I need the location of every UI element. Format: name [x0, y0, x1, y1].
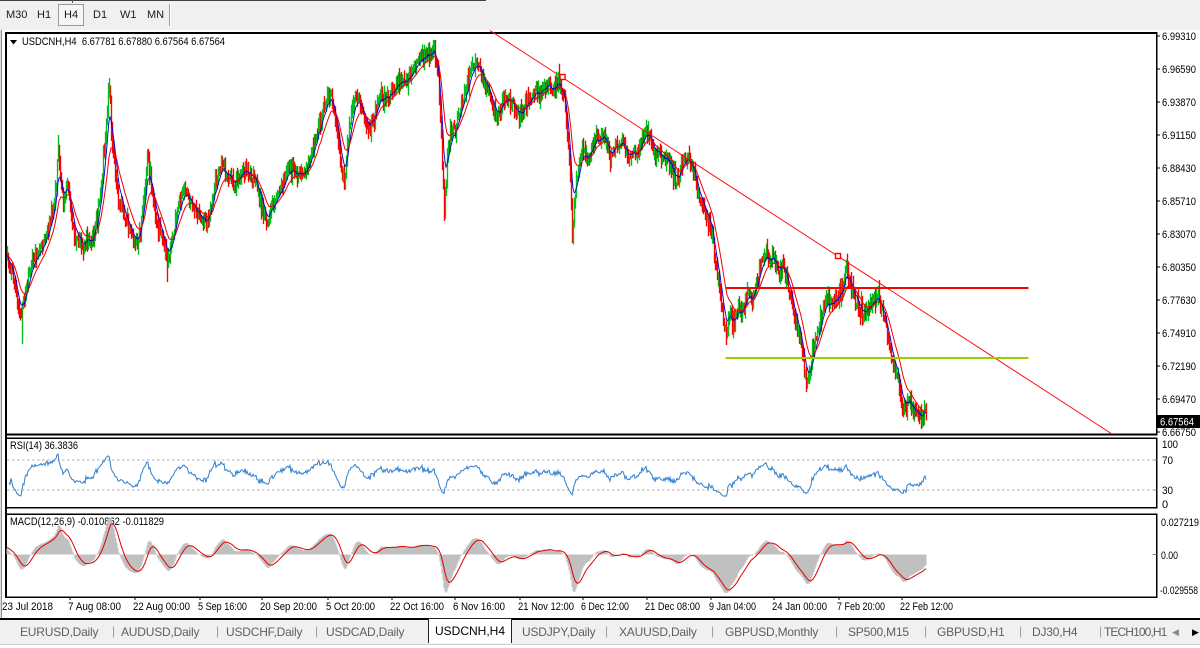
svg-text:6.96590: 6.96590	[1162, 64, 1196, 76]
svg-text:22 Feb 12:00: 22 Feb 12:00	[900, 601, 953, 613]
svg-text:USDCNH,H4 6.67781 6.67880 6.6: USDCNH,H4 6.67781 6.67880 6.67564 6.6756…	[22, 36, 225, 48]
svg-text:6.67564: 6.67564	[1160, 417, 1194, 429]
svg-text:23 Jul 2018: 23 Jul 2018	[2, 601, 53, 613]
svg-text:RSI(14) 36.3836: RSI(14) 36.3836	[10, 440, 78, 452]
svg-text:20 Sep 20:00: 20 Sep 20:00	[260, 601, 317, 613]
svg-text:5 Oct 20:00: 5 Oct 20:00	[326, 601, 375, 613]
svg-text:5 Sep 16:00: 5 Sep 16:00	[198, 601, 247, 613]
svg-text:6.74910: 6.74910	[1162, 328, 1196, 340]
svg-text:22 Aug 00:00: 22 Aug 00:00	[133, 601, 190, 613]
svg-text:6.83070: 6.83070	[1162, 229, 1196, 241]
svg-text:7 Feb 20:00: 7 Feb 20:00	[837, 601, 885, 613]
svg-text:6.77630: 6.77630	[1162, 295, 1196, 307]
svg-text:6.72190: 6.72190	[1162, 361, 1196, 373]
svg-text:70: 70	[1162, 455, 1173, 467]
svg-text:9 Jan 04:00: 9 Jan 04:00	[709, 601, 756, 613]
svg-text:22 Oct 16:00: 22 Oct 16:00	[390, 601, 444, 613]
svg-text:6 Dec 12:00: 6 Dec 12:00	[581, 601, 629, 613]
svg-text:6.88430: 6.88430	[1162, 163, 1196, 175]
svg-text:7 Aug 08:00: 7 Aug 08:00	[68, 601, 121, 613]
svg-text:6.91150: 6.91150	[1162, 130, 1196, 142]
svg-text:6.69470: 6.69470	[1162, 394, 1196, 406]
svg-text:MACD(12,26,9) -0.010862 -0.011: MACD(12,26,9) -0.010862 -0.011829	[10, 516, 164, 528]
svg-text:30: 30	[1162, 485, 1173, 497]
svg-text:21 Dec 08:00: 21 Dec 08:00	[645, 601, 700, 613]
svg-text:24 Jan 00:00: 24 Jan 00:00	[772, 601, 827, 613]
svg-text:6.93870: 6.93870	[1162, 97, 1196, 109]
svg-text:6.66750: 6.66750	[1162, 427, 1196, 439]
svg-text:0.027219: 0.027219	[1161, 517, 1199, 529]
svg-text:6.99310: 6.99310	[1162, 31, 1196, 43]
svg-text:6.85710: 6.85710	[1162, 196, 1196, 208]
svg-text:100: 100	[1162, 439, 1178, 451]
svg-text:21 Nov 12:00: 21 Nov 12:00	[518, 601, 574, 613]
svg-text:-0.029558: -0.029558	[1160, 585, 1198, 597]
svg-text:6.80350: 6.80350	[1162, 262, 1196, 274]
svg-text:0.00: 0.00	[1161, 550, 1178, 562]
svg-text:0: 0	[1162, 499, 1168, 511]
svg-text:6 Nov 16:00: 6 Nov 16:00	[453, 601, 505, 613]
